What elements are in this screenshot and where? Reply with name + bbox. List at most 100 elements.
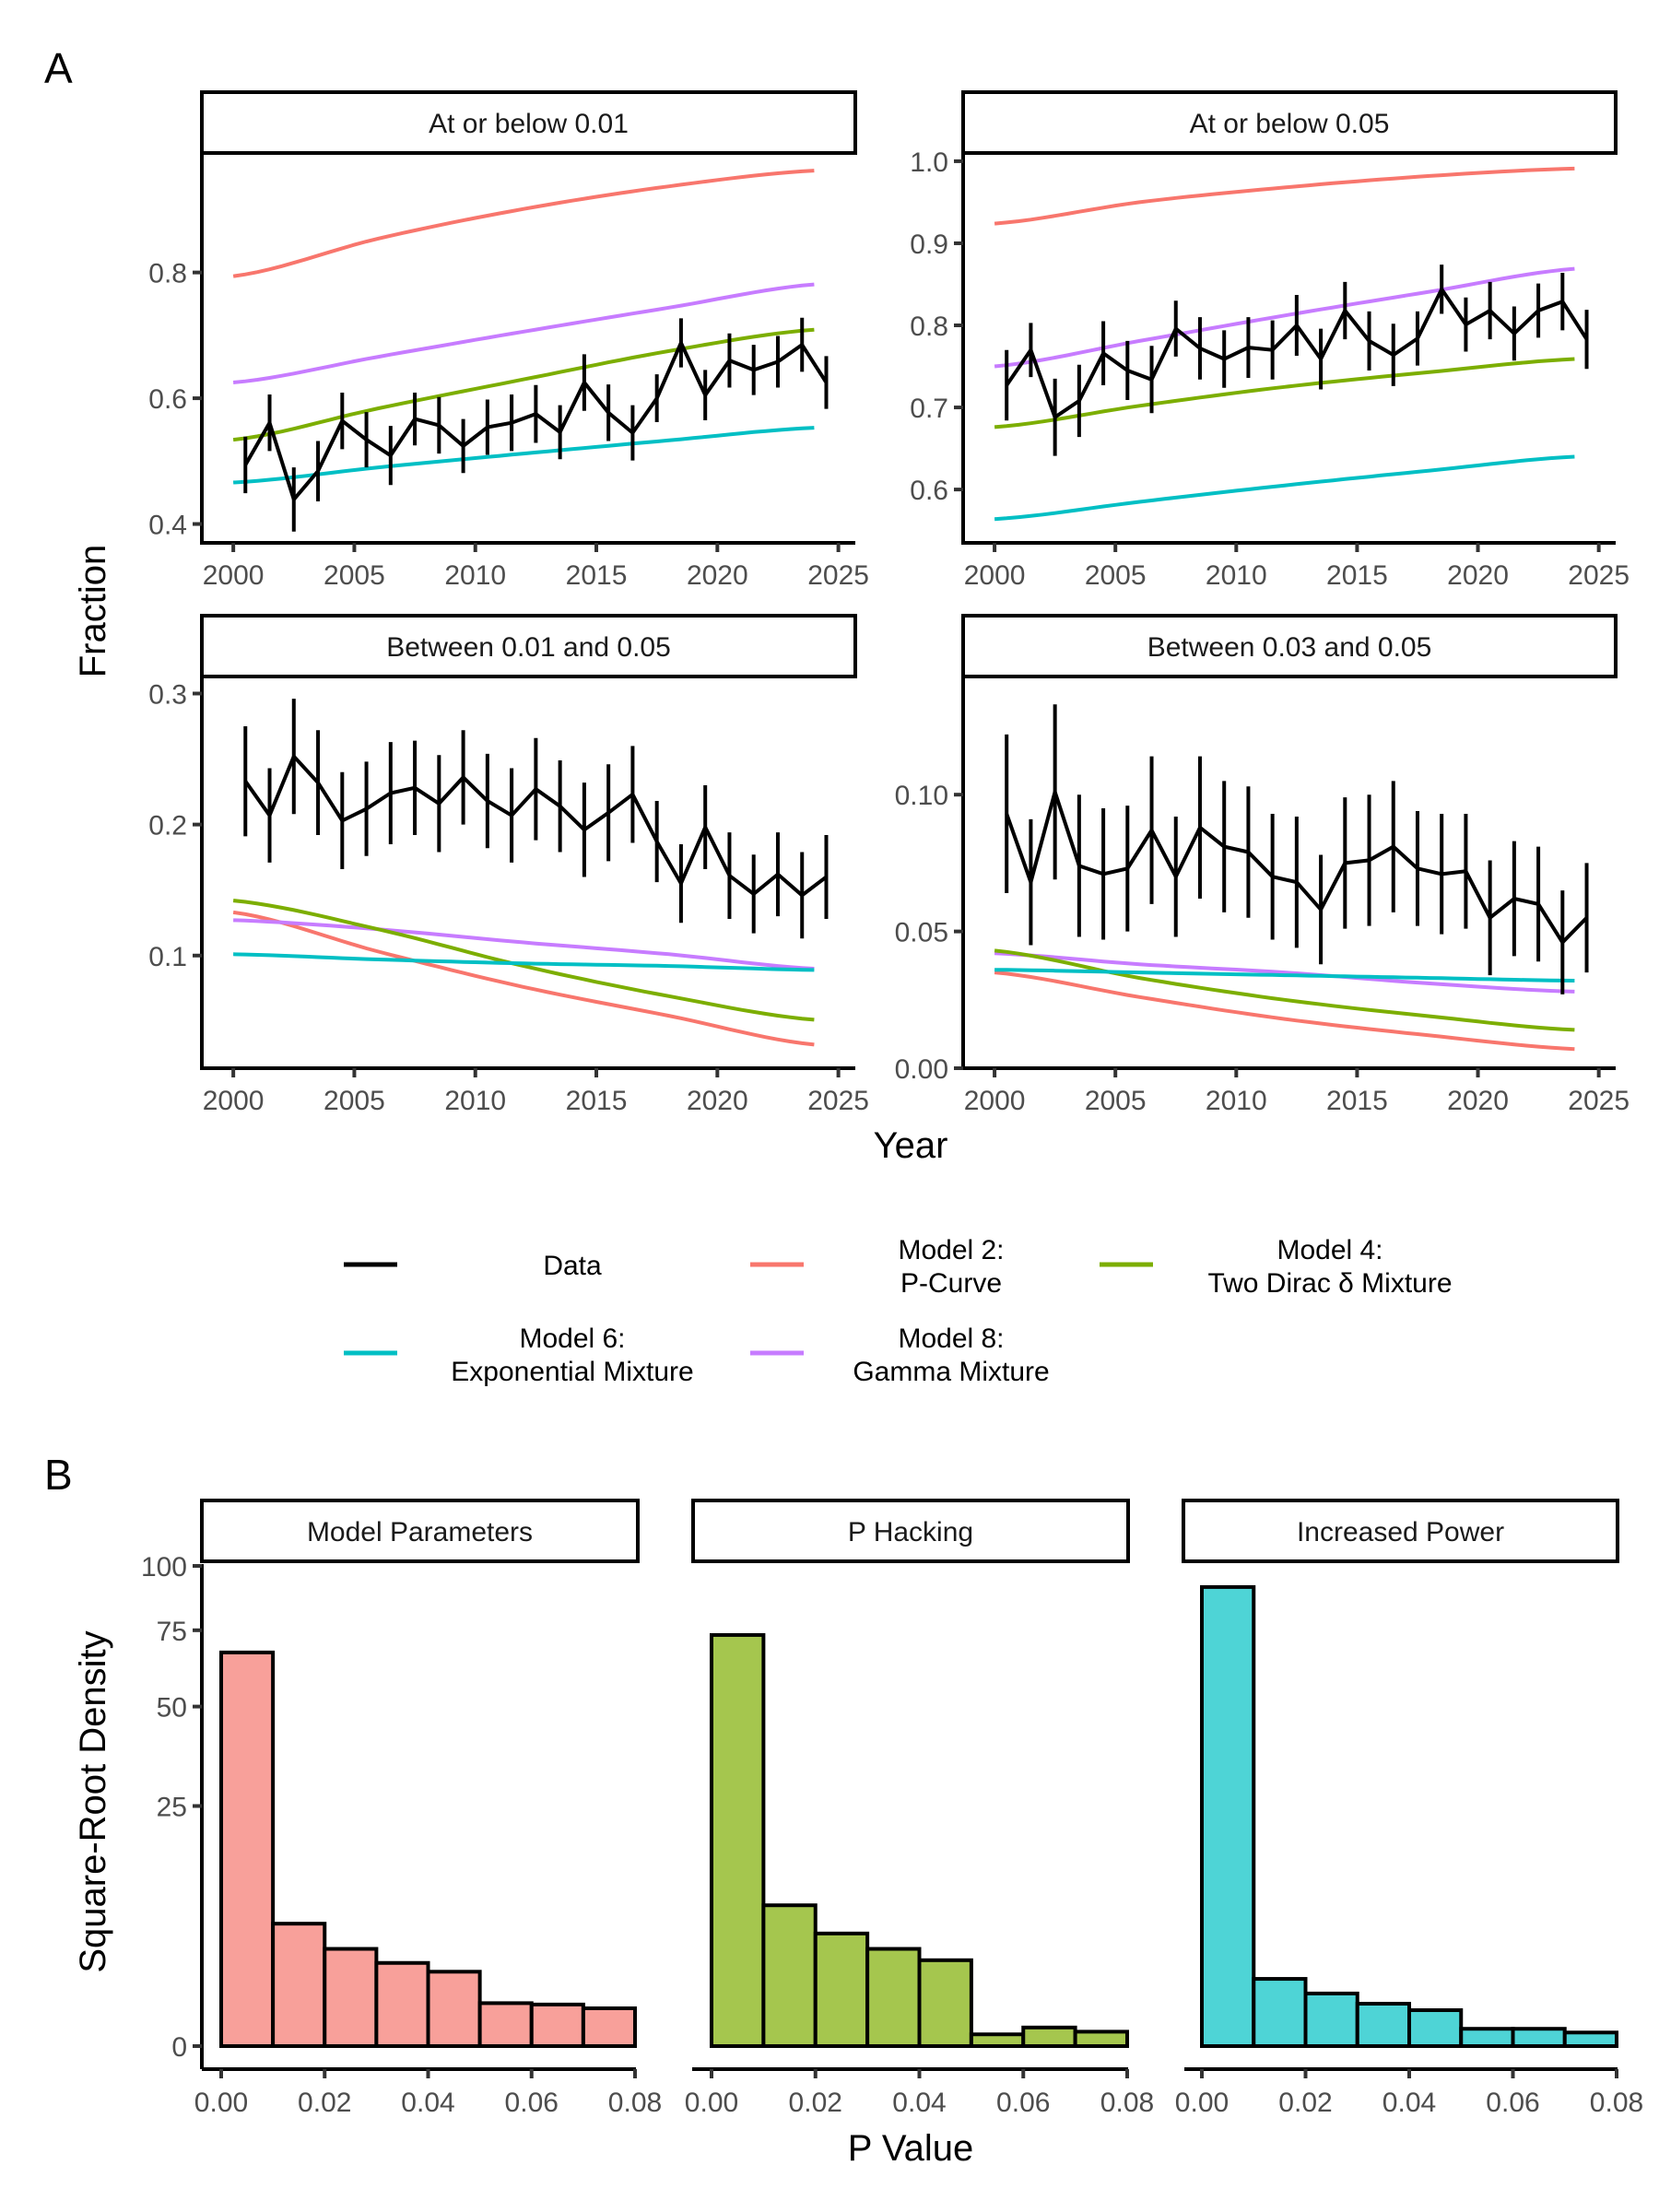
y-tick-label: 0.1 (148, 942, 187, 972)
x-axis-title-p-value: P Value (848, 2128, 973, 2169)
legend-label-line2: Gamma Mixture (853, 1357, 1049, 1387)
x-tick-label: 0.04 (401, 2088, 454, 2118)
model-curve-m8 (233, 918, 815, 971)
histogram-bar (426, 1970, 482, 2049)
histogram-bar (1021, 2025, 1077, 2049)
facet-strip (691, 1499, 1130, 1563)
facet-strip-label: Between 0.01 and 0.05 (386, 632, 671, 663)
model-curve-m4 (232, 899, 815, 1022)
x-tick-label: 2015 (1326, 560, 1388, 591)
histogram-bar (1252, 1977, 1308, 2049)
x-tick-label: 2020 (1447, 560, 1509, 591)
y-tick-label: 75 (157, 1617, 187, 1647)
x-tick-label: 0.08 (1590, 2088, 1643, 2118)
facet-strip-label: Model Parameters (307, 1517, 533, 1547)
model-curve-m4 (232, 327, 815, 442)
y-tick-label: 0.9 (910, 229, 948, 260)
x-axis-title-year: Year (874, 1125, 948, 1166)
x-tick-label: 0.08 (1100, 2088, 1154, 2118)
x-tick-label: 2005 (1085, 560, 1147, 591)
y-tick-label: 0.05 (895, 918, 948, 948)
x-tick-label: 0.04 (1382, 2088, 1436, 2118)
facet-strip (1182, 1499, 1619, 1563)
legend-item-data: Data (344, 1251, 602, 1281)
histogram-facet-3: Increased Power 0.00 0.02 0.04 0.06 0.08 (1175, 1499, 1643, 2118)
y-tick-label: 0.00 (895, 1054, 948, 1085)
x-tick-label: 2025 (1568, 560, 1630, 591)
histogram-bar (271, 1922, 327, 2049)
legend-label-line1: Model 8: (898, 1324, 1004, 1354)
legend-label-line1: Model 2: (898, 1235, 1004, 1265)
panel-letter-b: B (44, 1451, 73, 1499)
x-tick-label: 0.02 (298, 2088, 351, 2118)
x-tick-label: 0.08 (608, 2088, 662, 2118)
model-curve-m6 (233, 952, 815, 972)
x-tick-label: 2025 (807, 560, 869, 591)
y-tick-label: 50 (157, 1693, 187, 1724)
y-tick-label: 25 (157, 1793, 187, 1823)
histogram-bar (1073, 2030, 1129, 2049)
model-curve-m8 (994, 266, 1575, 369)
histogram-bar (1407, 2008, 1464, 2049)
histogram-bar (581, 2006, 637, 2048)
histogram-bar (813, 1931, 870, 2049)
legend-label-line2: Two Dirac δ Mixture (1207, 1268, 1452, 1299)
x-tick-label: 0.06 (996, 2088, 1050, 2118)
histogram-facet-1: Model Parameters 0.00 0.02 0.04 0.06 0.08 0 25 5… (141, 1499, 662, 2118)
facet-strip-label: Between 0.03 and 0.05 (1147, 632, 1432, 663)
x-tick-label: 2000 (964, 1086, 1026, 1116)
x-tick-label: 0.06 (505, 2088, 559, 2118)
y-tick-label: 1.0 (910, 147, 948, 178)
histogram-bar (710, 1632, 766, 2049)
x-tick-label: 2020 (687, 560, 748, 591)
x-tick-label: 2020 (1447, 1086, 1509, 1116)
model-curve-m2 (994, 166, 1575, 226)
x-tick-label: 2010 (1206, 560, 1267, 591)
y-tick-label: 0.8 (910, 312, 948, 342)
histogram-bar (917, 1958, 973, 2049)
x-tick-label: 0.02 (789, 2088, 842, 2118)
histogram-bar (865, 1947, 922, 2049)
legend: Data Model 2:P-Curve Model 4:Two Dirac δ M… (344, 1235, 1453, 1387)
model-curve-m8 (994, 951, 1575, 994)
facet-strip (200, 1499, 640, 1563)
model-curve-m4 (994, 948, 1575, 1032)
legend-item-m2: Model 2:P-Curve (750, 1235, 1005, 1299)
histogram-bar (1562, 2030, 1618, 2049)
x-tick-label: 0.00 (1175, 2088, 1229, 2118)
model-curve-m6 (994, 454, 1575, 522)
histogram-bar (219, 1650, 276, 2048)
facet-strip (961, 90, 1618, 155)
legend-label: Data (543, 1251, 602, 1281)
legend-label-line2: Exponential Mixture (451, 1357, 693, 1387)
x-tick-label: 0.04 (892, 2088, 946, 2118)
x-tick-label: 2000 (964, 560, 1026, 591)
x-tick-label: 2025 (1568, 1086, 1630, 1116)
facet-3: Between 0.01 and 0.05 0.1 0.2 0.3 2000 2005 20… (148, 614, 869, 1116)
histogram-bar (969, 2032, 1026, 2048)
x-tick-label: 0.06 (1486, 2088, 1539, 2118)
model-curve-m4 (994, 357, 1575, 429)
y-tick-label: 0.6 (148, 384, 187, 415)
histogram-bar (761, 1903, 818, 2049)
model-curve-m2 (994, 971, 1575, 1052)
y-tick-label: 0 (171, 2032, 187, 2063)
facet-1: At or below 0.01 0.4 0.6 0.8 2000 2005 2010 201… (148, 90, 869, 591)
histogram-bar (477, 2001, 534, 2049)
y-axis-title-sqrt-density: Square-Root Density (73, 1630, 113, 1972)
model-curve-m6 (232, 426, 815, 485)
x-tick-label: 2010 (444, 1086, 506, 1116)
panel-letter-a: A (44, 44, 73, 92)
facet-strip (961, 614, 1618, 678)
y-tick-label: 0.4 (148, 511, 187, 541)
x-tick-label: 2010 (1206, 1086, 1267, 1116)
model-curve-m6 (994, 968, 1575, 982)
y-axis-title-fraction: Fraction (73, 545, 113, 678)
legend-item-m4: Model 4:Two Dirac δ Mixture (1100, 1235, 1453, 1299)
y-tick-label: 0.3 (148, 679, 187, 710)
x-tick-label: 2025 (807, 1086, 869, 1116)
legend-item-m6: Model 6:Exponential Mixture (344, 1324, 694, 1387)
x-tick-label: 2020 (687, 1086, 748, 1116)
x-tick-label: 2015 (1326, 1086, 1388, 1116)
